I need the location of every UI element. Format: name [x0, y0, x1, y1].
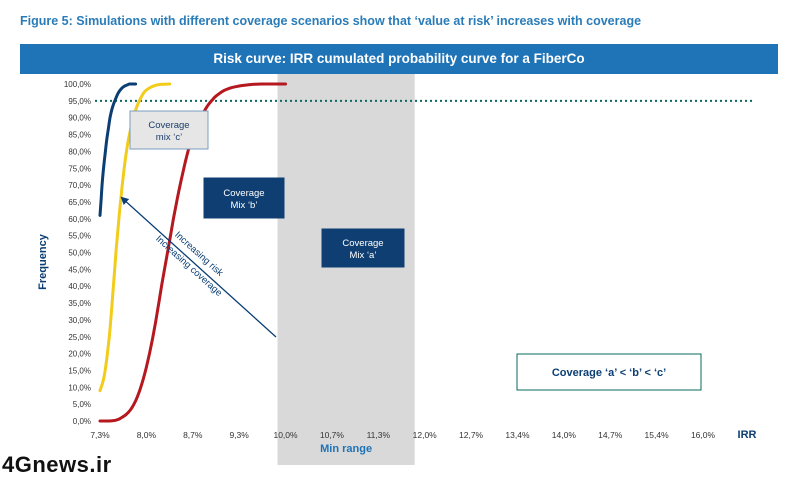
- y-tick-label: 70,0%: [68, 181, 91, 190]
- chart-title: Risk curve: IRR cumulated probability cu…: [213, 51, 585, 66]
- min-range-label: Min range: [320, 443, 372, 455]
- y-tick-label: 95,0%: [68, 97, 91, 106]
- y-tick-label: 45,0%: [68, 265, 91, 274]
- x-tick-label: 10,7%: [320, 430, 345, 440]
- y-tick-label: 40,0%: [68, 282, 91, 291]
- y-tick-label: 85,0%: [68, 131, 91, 140]
- y-tick-label: 100,0%: [64, 80, 91, 89]
- annotation-box-a: [321, 228, 405, 268]
- y-tick-label: 75,0%: [68, 164, 91, 173]
- figure-title: Figure 5: Simulations with different cov…: [20, 14, 642, 28]
- y-tick-label: 60,0%: [68, 215, 91, 224]
- comparison-label: Coverage ‘a’ < ‘b’ < ‘c’: [552, 367, 666, 379]
- y-tick-label: 15,0%: [68, 366, 91, 375]
- annotation-box-c-line1: Coverage: [148, 120, 189, 131]
- annotation-box-a-line1: Coverage: [342, 238, 383, 249]
- watermark-logo: 4Gnews.ir: [2, 452, 112, 477]
- x-tick-label: 9,3%: [229, 430, 249, 440]
- y-tick-label: 90,0%: [68, 114, 91, 123]
- y-tick-label: 65,0%: [68, 198, 91, 207]
- chart-banner: [20, 44, 778, 74]
- comparison-box: [516, 353, 702, 391]
- y-tick-label: 20,0%: [68, 350, 91, 359]
- y-tick-label: 55,0%: [68, 232, 91, 241]
- series-line-c: [98, 82, 138, 217]
- x-tick-label: 8,7%: [183, 430, 203, 440]
- y-tick-label: 5,0%: [73, 400, 91, 409]
- y-tick-label: 0,0%: [73, 417, 91, 426]
- x-axis-title: IRR: [738, 429, 757, 441]
- x-tick-label: 10,0%: [273, 430, 298, 440]
- x-tick-label: 11,3%: [367, 430, 391, 440]
- y-tick-label: 10,0%: [68, 383, 91, 392]
- watermark-bg: [0, 450, 132, 480]
- y-tick-label: 80,0%: [68, 147, 91, 156]
- x-tick-label: 14,0%: [552, 430, 577, 440]
- annotation-box-b: [203, 177, 285, 219]
- y-tick-label: 50,0%: [68, 249, 91, 258]
- annotation-box-c: [129, 110, 209, 150]
- x-tick-label: 8,0%: [137, 430, 157, 440]
- x-tick-label: 16,0%: [691, 430, 716, 440]
- x-tick-label: 15,4%: [645, 430, 670, 440]
- x-tick-label: 12,0%: [413, 430, 438, 440]
- min-range-band: [277, 74, 415, 465]
- increasing-risk-arrow: [120, 196, 277, 338]
- x-tick-label: 14,7%: [598, 430, 623, 440]
- y-tick-label: 30,0%: [68, 316, 91, 325]
- series-line-b: [98, 82, 172, 393]
- x-tick-label: 13,4%: [505, 430, 530, 440]
- y-tick-label: 35,0%: [68, 299, 91, 308]
- annotation-box-a-line2: Mix ‘a’: [350, 250, 377, 261]
- y-tick-label: 25,0%: [68, 333, 91, 342]
- y-axis-title: Frequency: [37, 233, 49, 290]
- annotation-box-b-line2: Mix ‘b’: [231, 200, 258, 211]
- annotation-box-b-line1: Coverage: [223, 188, 264, 199]
- x-tick-label: 7,3%: [90, 430, 110, 440]
- annotation-box-c-line2: mix ‘c’: [156, 132, 182, 143]
- x-tick-label: 12,7%: [459, 430, 484, 440]
